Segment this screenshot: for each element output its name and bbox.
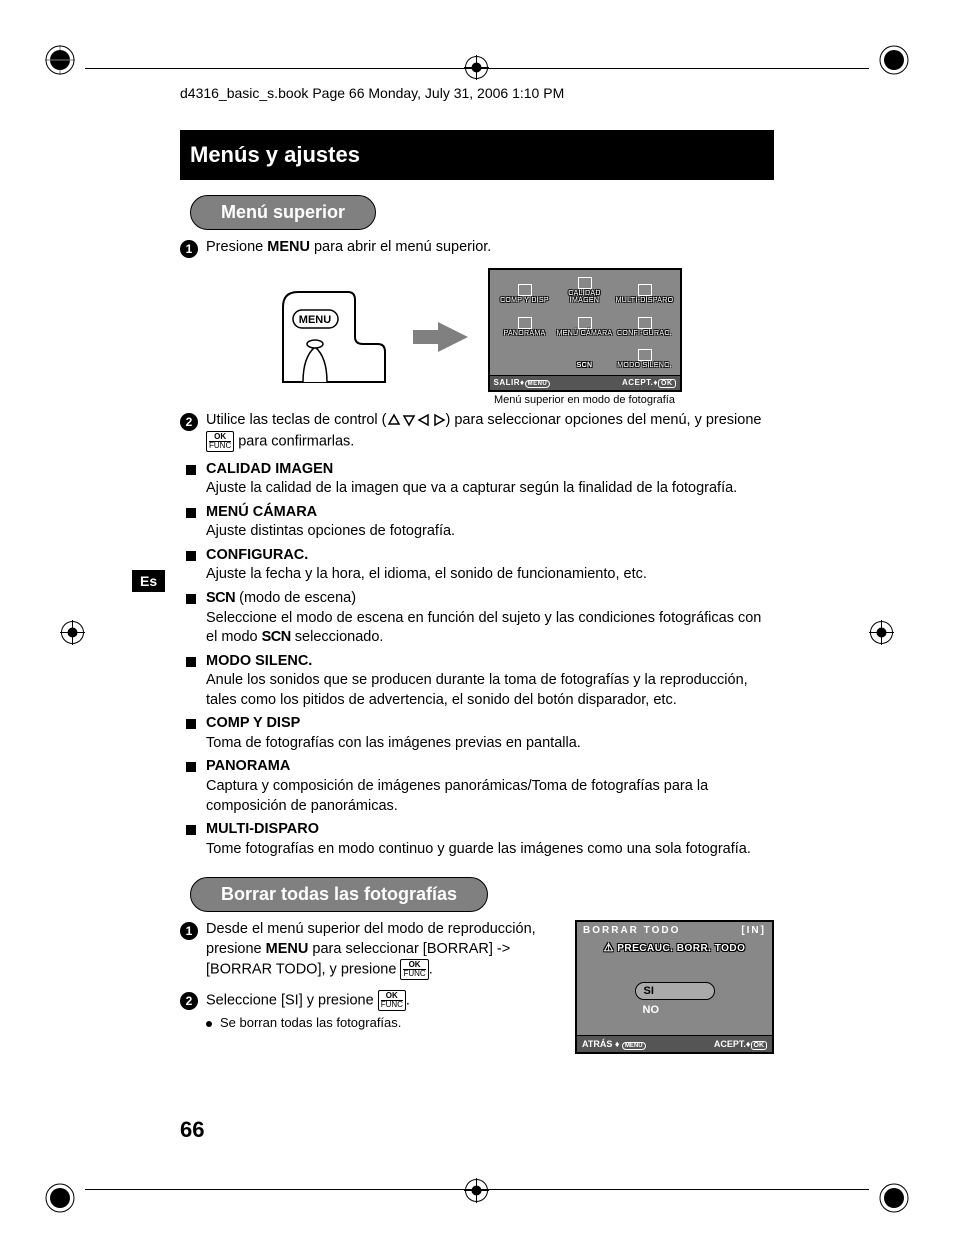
list-item: COMP Y DISPToma de fotografías con las i…	[180, 714, 774, 753]
crop-mark-icon	[879, 1183, 909, 1213]
book-header: d4316_basic_s.book Page 66 Monday, July …	[180, 85, 564, 101]
section-heading: Menú superior	[190, 195, 376, 230]
section-heading: Borrar todas las fotografías	[190, 877, 488, 912]
section-borrar: Borrar todas las fotografías 1 Desde el …	[180, 877, 774, 1054]
bullet-icon	[206, 1021, 212, 1027]
square-bullet-icon	[186, 551, 196, 561]
ok-func-icon: OKFUNC	[206, 431, 234, 452]
step-sub: Se borran todas las fotografías.	[206, 1015, 555, 1030]
lcd-cell: MENÚ CÁMARA	[556, 306, 614, 336]
crop-mark-icon	[45, 45, 75, 75]
step-number-icon: 1	[180, 922, 198, 940]
square-bullet-icon	[186, 657, 196, 667]
menu-item-list: CALIDAD IMAGENAjuste la calidad de la im…	[180, 460, 774, 860]
registration-mark-icon	[869, 620, 894, 645]
square-bullet-icon	[186, 719, 196, 729]
crop-mark-icon	[879, 45, 909, 75]
list-item: MULTI-DISPAROTome fotografías en modo co…	[180, 820, 774, 859]
cut-line	[85, 68, 869, 69]
step-text: Presione MENU para abrir el menú superio…	[206, 238, 774, 258]
square-bullet-icon	[186, 508, 196, 518]
step-text: Seleccione [SI] y presione OKFUNC.	[206, 990, 555, 1011]
lcd-cell: CONFI-GURAC.	[616, 306, 674, 336]
main-content: Es Menú superior 1 Presione MENU para ab…	[180, 195, 774, 1054]
step-2: 2 Seleccione [SI] y presione OKFUNC.	[180, 990, 555, 1011]
lcd-caption: Menú superior en modo de fotografía	[488, 394, 682, 406]
dpad-icon	[387, 413, 446, 427]
square-bullet-icon	[186, 465, 196, 475]
lcd-borrar: BORRAR TODO [IN] ⚠ PRECAUC. BORR. TODO S…	[575, 920, 774, 1054]
cut-line	[85, 1189, 869, 1190]
lcd-cell: MULTI-DISPARO	[616, 274, 674, 304]
step-text: Desde el menú superior del modo de repro…	[206, 920, 555, 980]
illustration-row: MENU COMP Y DISP CALIDAD IMAGEN MULTI-DI…	[180, 268, 774, 406]
section-menu-superior: Menú superior 1 Presione MENU para abrir…	[180, 195, 774, 859]
ok-func-icon: OKFUNC	[400, 959, 428, 980]
option-si: SI	[635, 982, 715, 1000]
step-number-icon: 1	[180, 240, 198, 258]
lcd-cell: SCN	[556, 339, 614, 369]
list-item: CONFIGURAC.Ajuste la fecha y la hora, el…	[180, 546, 774, 585]
page-number: 66	[180, 1117, 204, 1143]
menu-button-illustration: MENU	[273, 282, 393, 392]
list-item: PANORAMACaptura y composición de imágene…	[180, 757, 774, 816]
step-text: Utilice las teclas de control () para se…	[206, 411, 774, 452]
language-tab: Es	[132, 570, 165, 592]
step-2: 2 Utilice las teclas de control () para …	[180, 411, 774, 452]
list-item: MENÚ CÁMARAAjuste distintas opciones de …	[180, 503, 774, 542]
square-bullet-icon	[186, 762, 196, 772]
list-item: CALIDAD IMAGENAjuste la calidad de la im…	[180, 460, 774, 499]
option-no: NO	[635, 1002, 715, 1018]
step-1: 1 Presione MENU para abrir el menú super…	[180, 238, 774, 258]
crop-mark-icon	[45, 1183, 75, 1213]
square-bullet-icon	[186, 594, 196, 604]
lcd-cell: COMP Y DISP	[496, 274, 554, 304]
arrow-right-icon	[413, 322, 468, 352]
warning-icon: ⚠	[604, 941, 614, 954]
lcd-cell	[496, 339, 554, 369]
registration-mark-icon	[464, 1178, 489, 1203]
step-number-icon: 2	[180, 413, 198, 431]
svg-text:MENU: MENU	[298, 314, 330, 326]
lcd-preview: COMP Y DISP CALIDAD IMAGEN MULTI-DISPARO…	[488, 268, 682, 406]
ok-func-icon: OKFUNC	[378, 990, 406, 1011]
step-1: 1 Desde el menú superior del modo de rep…	[180, 920, 555, 980]
list-item: SCN (modo de escena)Seleccione el modo d…	[180, 589, 774, 648]
lcd-cell: PANORAMA	[496, 306, 554, 336]
chapter-title: Menús y ajustes	[180, 130, 774, 180]
square-bullet-icon	[186, 825, 196, 835]
step-number-icon: 2	[180, 992, 198, 1010]
lcd-cell: MODO SILENC.	[616, 339, 674, 369]
registration-mark-icon	[60, 620, 85, 645]
lcd-cell: CALIDAD IMAGEN	[556, 274, 614, 304]
list-item: MODO SILENC.Anule los sonidos que se pro…	[180, 652, 774, 711]
